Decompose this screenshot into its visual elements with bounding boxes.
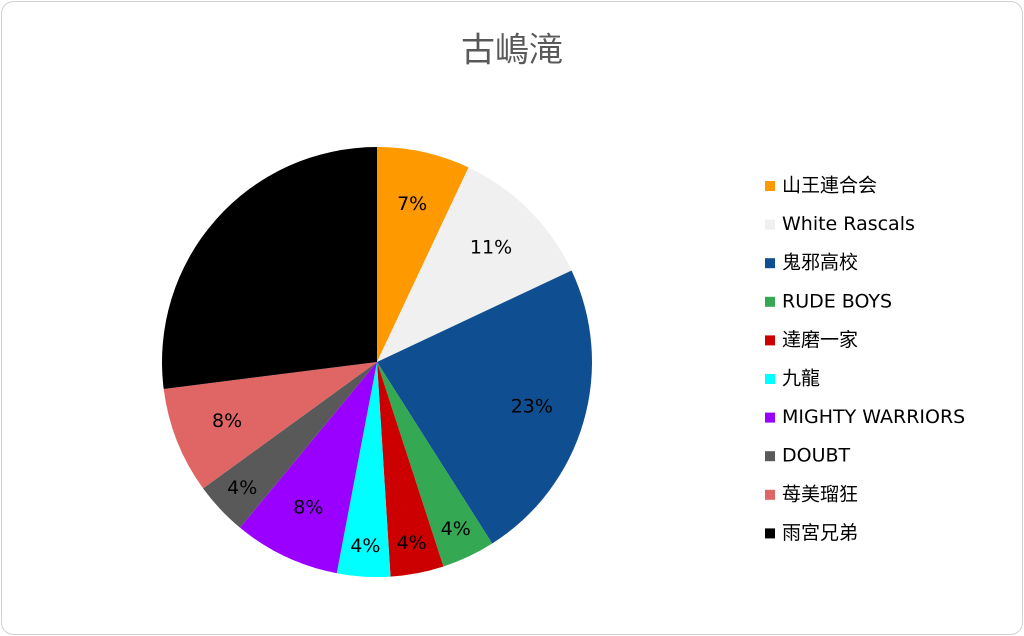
legend-label: RUDE BOYS [782,290,892,312]
data-label: 4% [441,518,471,540]
pie-slice [377,270,593,544]
data-label: 8% [293,496,323,518]
pie-slice [336,362,391,577]
data-label: 4% [397,532,427,554]
legend-label: DOUBT [782,445,851,467]
legend-swatch [765,412,775,423]
pie-slice [162,147,377,389]
legend-label: White Rascals [782,213,915,235]
legend-label: 達磨一家 [782,329,858,351]
pie-slice [377,147,469,362]
pie-slice [203,362,377,528]
legend-swatch [765,489,775,500]
legend-swatch [765,451,775,462]
data-label: 7% [397,193,427,215]
pie-slice [239,362,377,574]
legend-label: MIGHTY WARRIORS [782,406,965,428]
legend-swatch [765,181,775,191]
legend-label: 鬼邪高校 [782,252,858,274]
legend-label: 雨宮兄弟 [782,522,858,544]
legend-label: 山王連合会 [782,175,877,197]
data-label: 23% [511,395,553,417]
legend-swatch [765,374,775,384]
data-label: 11% [470,236,512,258]
legend-swatch [765,296,775,307]
legend-label: 苺美瑠狂 [782,483,858,505]
legend-swatch [765,528,775,539]
pie-slice [377,362,444,577]
pie-slice [163,362,377,489]
legend-label: 九龍 [782,368,820,390]
pie-slice [377,362,493,567]
legend-swatch [765,335,775,346]
pie-slice [377,167,572,362]
chart-title: 古嶋滝 [461,31,563,71]
data-label: 4% [350,535,380,557]
data-label: 4% [227,477,257,499]
data-label: 8% [212,410,242,432]
legend-swatch [765,219,775,230]
legend-swatch [765,258,775,269]
